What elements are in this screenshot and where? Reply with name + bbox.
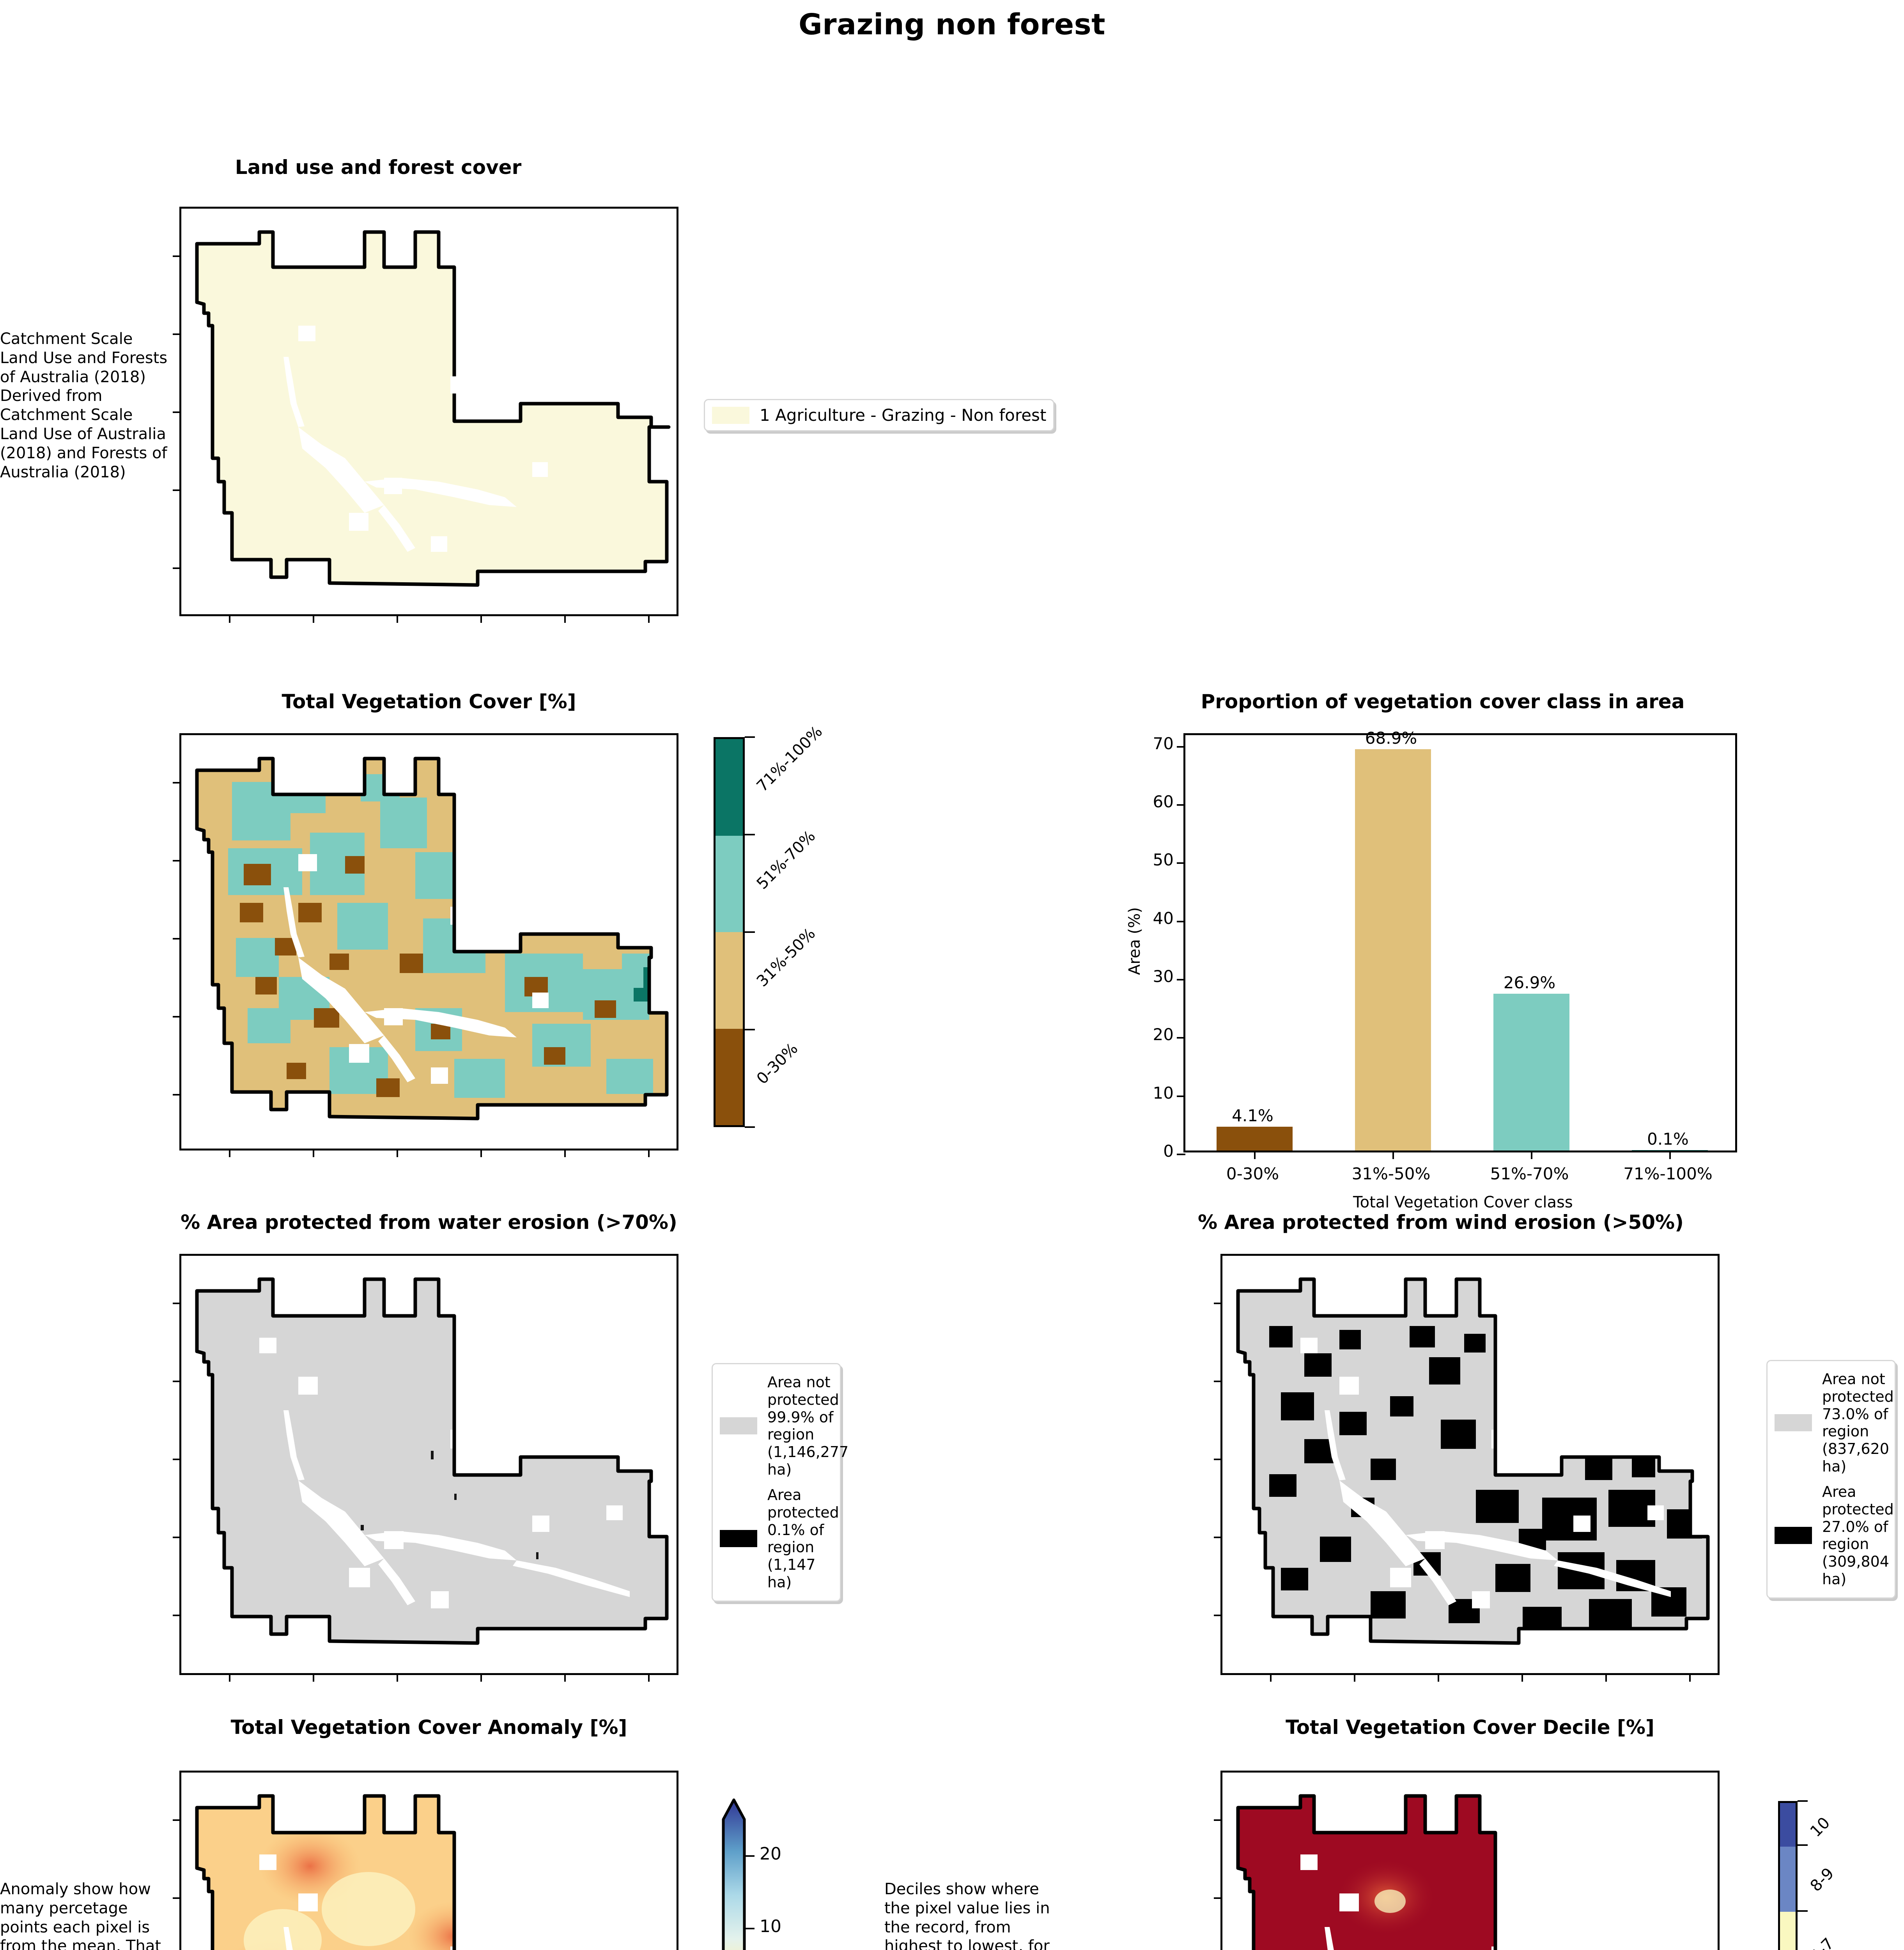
wind-erosion-map-axes <box>1214 1254 1720 1682</box>
legend-swatch-not-protected-water <box>720 1417 757 1435</box>
decile-label-8-9: 8-9 <box>1807 1864 1838 1895</box>
barchart-title: Proportion of vegetation cover class in … <box>1201 690 1685 713</box>
anomaly-tick-20: 20 <box>760 1844 781 1864</box>
legend-label-not-protected-water: Area not protected 99.9% of region (1,14… <box>767 1374 849 1478</box>
wind-erosion-region-shape <box>1236 1277 1710 1645</box>
panel-title-wind-erosion: % Area protected from wind erosion (>50%… <box>1197 1211 1684 1234</box>
barchart-xtick-31%-50%: 31%-50% <box>1351 1164 1431 1183</box>
legend-item-not-protected-wind: Area not protected 73.0% of region (837,… <box>1775 1370 1894 1475</box>
decile-colorbar <box>1778 1801 1798 1950</box>
decile-seg-10 <box>1780 1803 1796 1847</box>
legend-label-not-protected-wind: Area not protected 73.0% of region (837,… <box>1822 1370 1894 1475</box>
barchart-plot-area <box>1177 733 1737 1159</box>
barchart-ytick-30: 30 <box>1153 967 1174 986</box>
barchart-ytick-0: 0 <box>1163 1142 1174 1161</box>
barchart-ytick-60: 60 <box>1153 792 1174 812</box>
decile-note: Deciles show where the pixel value lies … <box>884 1880 1050 1950</box>
cbar-seg-51-70 <box>716 835 743 932</box>
barchart-xlabel: Total Vegetation Cover class <box>1353 1193 1573 1211</box>
water-erosion-map-axes <box>173 1254 678 1682</box>
legend-swatch-grazing <box>712 406 749 424</box>
bar-value-label-71%-100%: 0.1% <box>1647 1129 1689 1149</box>
legend-item-protected-water: Area protected 0.1% of region (1,147 ha) <box>720 1486 839 1591</box>
cover-map-axes <box>173 733 678 1157</box>
bar-0-30% <box>1216 1126 1293 1150</box>
bar-value-label-51%-70%: 26.9% <box>1503 973 1556 993</box>
bar-51%-70% <box>1493 994 1570 1150</box>
landuse-region-shape <box>195 230 671 587</box>
legend-swatch-not-protected-wind <box>1775 1414 1812 1432</box>
decile-map-axes <box>1214 1771 1720 1950</box>
water-erosion-legend: Area not protected 99.9% of region (1,14… <box>712 1363 848 1602</box>
panel-title-water-erosion: % Area protected from water erosion (>70… <box>181 1211 677 1234</box>
decile-region-shape <box>1236 1794 1708 1950</box>
barchart-xtick-51%-70%: 51%-70% <box>1490 1164 1569 1183</box>
decile-seg-4-7 <box>1780 1911 1796 1950</box>
wind-erosion-legend: Area not protected 73.0% of region (837,… <box>1766 1360 1896 1599</box>
barchart-ytick-70: 70 <box>1153 734 1174 753</box>
panel-title-landuse: Land use and forest cover <box>235 156 522 179</box>
panel-title-cover: Total Vegetation Cover [%] <box>282 690 576 713</box>
barchart-ytick-20: 20 <box>1153 1025 1174 1044</box>
barchart-ytick-10: 10 <box>1153 1083 1174 1103</box>
legend-label-protected-water: Area protected 0.1% of region (1,147 ha) <box>767 1486 839 1591</box>
anomaly-note: Anomaly show how many percetage points e… <box>0 1880 161 1950</box>
cbar-label-51-70: 51%-70% <box>753 827 819 893</box>
barchart-ytick-50: 50 <box>1153 850 1174 870</box>
legend-label-protected-wind: Area protected 27.0% of region (309,804 … <box>1822 1483 1894 1588</box>
legend-item-not-protected-water: Area not protected 99.9% of region (1,14… <box>720 1374 848 1478</box>
anomaly-colorbar <box>722 1798 746 1950</box>
water-erosion-region-shape <box>195 1277 669 1645</box>
panel-title-anomaly: Total Vegetation Cover Anomaly [%] <box>230 1716 627 1739</box>
cover-colorbar <box>714 737 745 1127</box>
barchart-ytick-40: 40 <box>1153 908 1174 928</box>
cbar-label-31-50: 31%-50% <box>753 924 819 991</box>
decile-label-4-7: 4-7 <box>1807 1934 1838 1950</box>
panel-title-decile: Total Vegetation Cover Decile [%] <box>1286 1716 1654 1739</box>
anomaly-tick-10: 10 <box>760 1916 781 1936</box>
anomaly-map-axes <box>173 1771 678 1950</box>
bar-31%-50% <box>1355 749 1431 1150</box>
legend-label-grazing: 1 Agriculture - Grazing - Non forest <box>760 406 1047 425</box>
barchart-xtick-0-30%: 0-30% <box>1226 1164 1279 1183</box>
landuse-source-note: Catchment Scale Land Use and Forests of … <box>0 330 168 481</box>
bar-value-label-0-30%: 4.1% <box>1232 1106 1273 1125</box>
legend-swatch-protected-wind <box>1775 1527 1812 1544</box>
barchart-xtick-71%-100%: 71%-100% <box>1623 1164 1713 1183</box>
legend-item-protected-wind: Area protected 27.0% of region (309,804 … <box>1775 1483 1894 1588</box>
legend-swatch-protected-water <box>720 1530 757 1548</box>
decile-seg-8-9 <box>1780 1846 1796 1912</box>
cbar-seg-0-30 <box>716 1028 743 1125</box>
barchart-ylabel: Area (%) <box>1126 907 1144 975</box>
decile-label-10: 10 <box>1807 1814 1834 1841</box>
cbar-label-0-30: 0-30% <box>753 1039 802 1088</box>
landuse-map-axes <box>173 207 678 623</box>
cbar-label-71-100: 71%-100% <box>753 722 826 796</box>
cover-region-shape <box>195 757 669 1120</box>
landuse-legend: 1 Agriculture - Grazing - Non forest <box>704 399 1055 431</box>
page-title: Grazing non forest <box>798 8 1106 41</box>
bar-value-label-31%-50%: 68.9% <box>1365 729 1417 748</box>
cbar-seg-71-100 <box>716 739 743 836</box>
cbar-seg-31-50 <box>716 932 743 1029</box>
anomaly-region-shape <box>195 1794 667 1950</box>
